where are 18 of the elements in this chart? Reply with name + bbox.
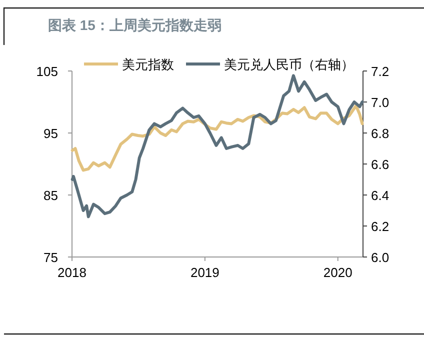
y2-tick-label: 6.8	[371, 126, 390, 141]
y-tick-label: 95	[44, 126, 58, 141]
y2-tick-label: 6.6	[371, 157, 390, 172]
legend-label: 美元兑人民币（右轴）	[224, 57, 354, 72]
y2-tick-label: 6.0	[371, 250, 390, 265]
y2-tick-label: 6.4	[371, 188, 390, 203]
y-tick-label: 85	[44, 188, 58, 203]
y-tick-label: 75	[44, 250, 58, 265]
y2-tick-label: 7.2	[371, 64, 390, 79]
x-tick-label: 2020	[323, 265, 352, 280]
y-tick-label: 105	[36, 64, 58, 79]
y2-tick-label: 7.0	[371, 95, 390, 110]
y2-tick-label: 6.2	[371, 219, 390, 234]
x-tick-label: 2018	[58, 265, 86, 280]
chart-title: 图表 15：上周美元指数走弱	[48, 17, 222, 33]
line-series	[70, 74, 364, 218]
x-tick-label: 2019	[190, 265, 220, 280]
legend-label: 美元指数	[122, 57, 174, 72]
